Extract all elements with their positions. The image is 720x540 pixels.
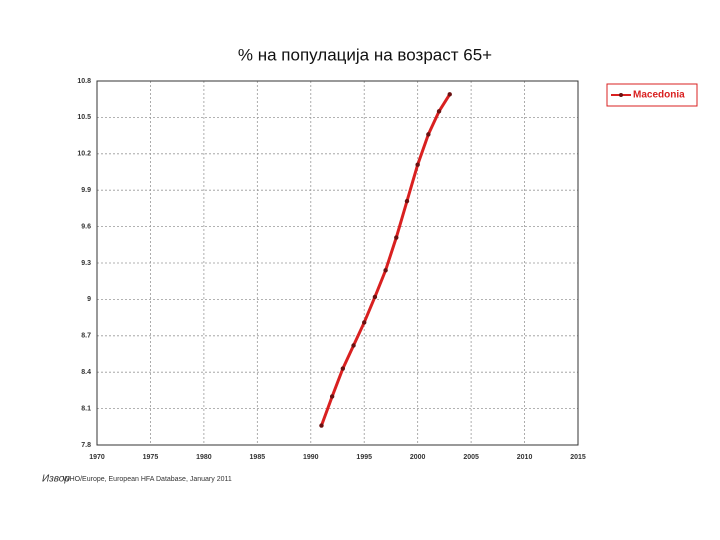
- x-tick-label: 2010: [517, 454, 533, 461]
- legend-box: [606, 83, 698, 107]
- data-point: [447, 92, 452, 97]
- x-tick-label: 2000: [410, 454, 426, 461]
- x-tick-label: 1970: [89, 454, 105, 461]
- data-point: [426, 132, 431, 137]
- y-tick-label: 9: [87, 296, 91, 303]
- data-point: [436, 109, 442, 114]
- data-point: [351, 343, 356, 348]
- x-tick-label: 1985: [250, 454, 266, 461]
- y-tick-label: 10.5: [77, 114, 91, 121]
- y-tick-label: 9.6: [81, 223, 91, 230]
- data-point: [404, 198, 410, 204]
- legend-marker: [619, 93, 623, 97]
- y-tick-label: 8.7: [81, 333, 91, 340]
- y-tick-label: 7.8: [81, 442, 91, 449]
- y-tick-label: 10.8: [77, 78, 91, 85]
- x-tick-label: 1980: [196, 454, 212, 461]
- y-tick-label: 9.9: [81, 187, 91, 194]
- x-tick-label: 2015: [570, 454, 586, 461]
- data-point: [415, 162, 420, 167]
- data-point: [362, 320, 367, 325]
- data-point: [329, 394, 335, 399]
- source: WHO/Europe, European HFA Database, Janua…: [63, 476, 232, 483]
- data-point: [319, 423, 324, 428]
- y-tick-label: 8.4: [81, 369, 91, 376]
- x-tick-label: 1975: [143, 454, 159, 461]
- y-tick-label: 9.3: [81, 260, 91, 267]
- x-tick-label: 1995: [356, 454, 372, 461]
- source-label: Извор: [42, 474, 70, 485]
- x-tick-label: 1990: [303, 454, 319, 461]
- legend-label: Macedonia: [633, 90, 685, 101]
- data-point: [394, 235, 399, 240]
- data-point: [372, 294, 378, 300]
- y-tick-label: 10.2: [77, 151, 91, 158]
- data-point: [340, 366, 346, 371]
- x-tick-label: 2005: [463, 454, 479, 461]
- y-tick-label: 8.1: [81, 405, 91, 412]
- plot-frame: [96, 80, 579, 446]
- chart-title: % на популација на возраст 65+: [238, 45, 492, 64]
- data-point: [383, 268, 388, 273]
